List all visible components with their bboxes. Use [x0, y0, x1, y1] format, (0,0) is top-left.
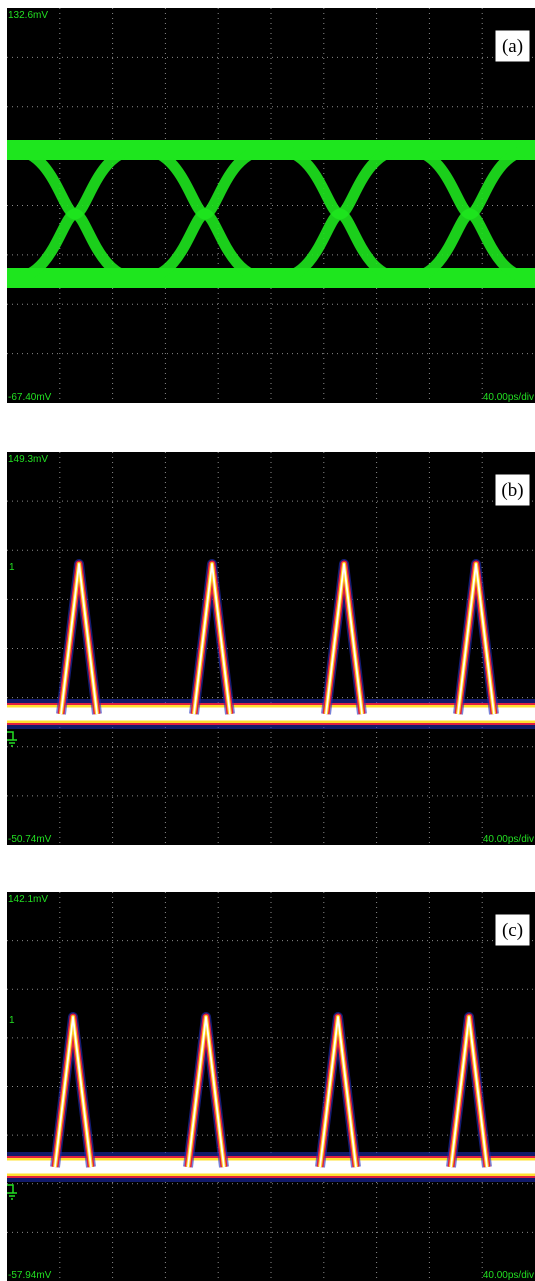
ground-marker: [7, 1185, 17, 1199]
eye-transition: [143, 150, 267, 278]
panel-tag: (b): [501, 480, 523, 501]
bottom-left-label: -67.40mV: [8, 392, 52, 403]
pulse-panel: 1 142.1mV -57.94mV 40.00ps/div (c): [7, 892, 535, 1281]
eye-transition: [278, 150, 402, 278]
ground-marker: [7, 732, 17, 746]
top-label: 149.3mV: [8, 454, 48, 465]
panel-tag: (a): [502, 36, 523, 57]
eye-transition: [13, 150, 137, 278]
channel-marker: 1: [9, 562, 15, 573]
eye-diagram-panel: 132.6mV -67.40mV 40.00ps/div (a): [7, 8, 535, 403]
bottom-right-label: 40.00ps/div: [483, 392, 534, 403]
bottom-left-label: -50.74mV: [8, 834, 52, 845]
bottom-right-label: 40.00ps/div: [483, 1270, 534, 1281]
channel-marker: 1: [9, 1015, 15, 1026]
top-label: 142.1mV: [8, 894, 48, 905]
pulse-panel: 1 149.3mV -50.74mV 40.00ps/div (b): [7, 452, 535, 845]
bottom-left-label: -57.94mV: [8, 1270, 52, 1281]
eye-transition: [408, 150, 532, 278]
top-label: 132.6mV: [8, 10, 48, 21]
bottom-right-label: 40.00ps/div: [483, 834, 534, 845]
figure: 132.6mV -67.40mV 40.00ps/div (a) 1 149.3mV -5…: [0, 0, 535, 1281]
panel-tag: (c): [502, 920, 523, 941]
